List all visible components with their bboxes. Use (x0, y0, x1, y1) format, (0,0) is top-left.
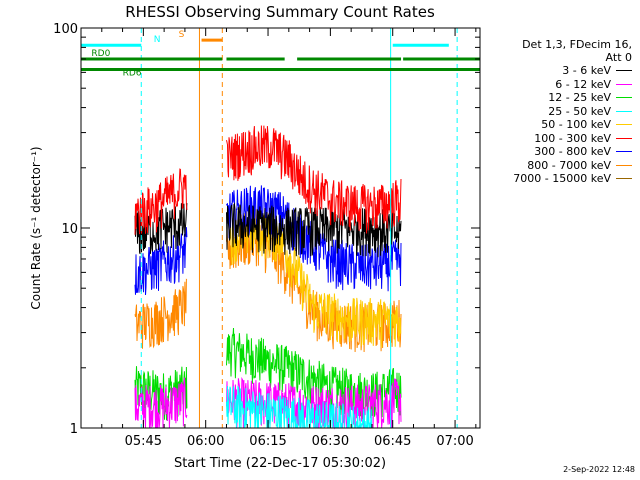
y-axis: 1 10 100 (53, 22, 480, 437)
series-100-300-kev (134, 125, 402, 235)
series-300-800-kev (134, 185, 402, 296)
series-trace (226, 376, 402, 430)
x-axis: 05:45 06:00 06:15 06:30 06:45 07:00 (101, 28, 477, 449)
series-trace (226, 125, 402, 234)
legend-entry: 3 - 6 keV (482, 64, 632, 78)
legend-label: 50 - 100 keV (541, 118, 611, 132)
flag-rd0: RD0 (81, 49, 480, 61)
x-tick-label: 05:45 (125, 434, 162, 449)
legend-header-line-1: Det 1,3, FDecim 16, (522, 38, 632, 51)
series-25-50-kev (226, 385, 373, 429)
legend: Det 1,3, FDecim 16, Att 0 3 - 6 keV 6 - 1… (482, 38, 632, 186)
flag-rd6: RD6 (81, 68, 480, 79)
chart-title: RHESSI Observing Summary Count Rates (125, 3, 435, 21)
legend-swatch (616, 110, 632, 112)
flag-label: RD6 (123, 69, 142, 79)
flag-label: RD0 (91, 49, 110, 59)
y-tick-label: 10 (61, 222, 78, 237)
legend-swatch (616, 151, 632, 153)
legend-swatch (616, 83, 632, 85)
timestamp: 2-Sep-2022 12:48 (563, 465, 635, 474)
legend-swatch (616, 137, 632, 139)
x-tick-label: 06:45 (374, 434, 411, 449)
legend-swatch (616, 164, 632, 166)
x-axis-label: Start Time (22-Dec-17 05:30:02) (174, 456, 386, 471)
legend-entry: 100 - 300 keV (482, 132, 632, 146)
legend-entry: 300 - 800 keV (482, 145, 632, 159)
flag-n: N (81, 35, 449, 47)
series-trace (226, 202, 402, 258)
legend-swatch (616, 70, 632, 72)
series-6-12-kev (134, 376, 402, 430)
legend-entry: 800 - 7000 keV (482, 159, 632, 173)
legend-header-line-2: Att 0 (605, 51, 632, 64)
series-trace (134, 227, 188, 296)
legend-swatch (616, 97, 632, 99)
y-tick-label: 100 (53, 22, 78, 37)
flag-s: S (179, 30, 223, 42)
series-trace (134, 168, 188, 235)
legend-label: 3 - 6 keV (562, 64, 611, 78)
series-trace (134, 203, 188, 255)
legend-entry: 50 - 100 keV (482, 118, 632, 132)
legend-label: 100 - 300 keV (534, 131, 611, 145)
legend-swatch (616, 124, 632, 126)
series-trace (134, 278, 188, 349)
legend-entry: 6 - 12 keV (482, 78, 632, 92)
y-axis-label: Count Rate (s⁻¹ detector⁻¹) (29, 146, 43, 309)
legend-entry: 7000 - 15000 keV (482, 172, 632, 186)
legend-entry: 12 - 25 keV (482, 91, 632, 105)
legend-entry: 25 - 50 keV (482, 105, 632, 119)
series-trace (226, 185, 402, 292)
legend-label: 25 - 50 keV (548, 104, 611, 118)
legend-label: 6 - 12 keV (555, 77, 611, 91)
series-trace (134, 377, 188, 429)
series-trace (226, 385, 373, 429)
flag-label: N (154, 35, 161, 45)
x-tick-label: 06:30 (312, 434, 349, 449)
legend-label: 800 - 7000 keV (527, 158, 611, 172)
plot-area: N S RD0 RD6 (81, 28, 480, 430)
x-tick-label: 07:00 (436, 434, 473, 449)
legend-swatch (616, 178, 632, 180)
y-tick-label: 1 (70, 422, 78, 437)
legend-label: 7000 - 15000 keV (513, 172, 611, 186)
flag-label: S (179, 30, 185, 40)
legend-label: 300 - 800 keV (534, 145, 611, 159)
series-3-6-kev (134, 202, 402, 258)
x-tick-label: 06:00 (187, 434, 224, 449)
legend-entries: 3 - 6 keV 6 - 12 keV 12 - 25 keV 25 - 50 ke… (482, 64, 632, 186)
legend-label: 12 - 25 keV (548, 91, 611, 105)
x-tick-label: 06:15 (249, 434, 286, 449)
